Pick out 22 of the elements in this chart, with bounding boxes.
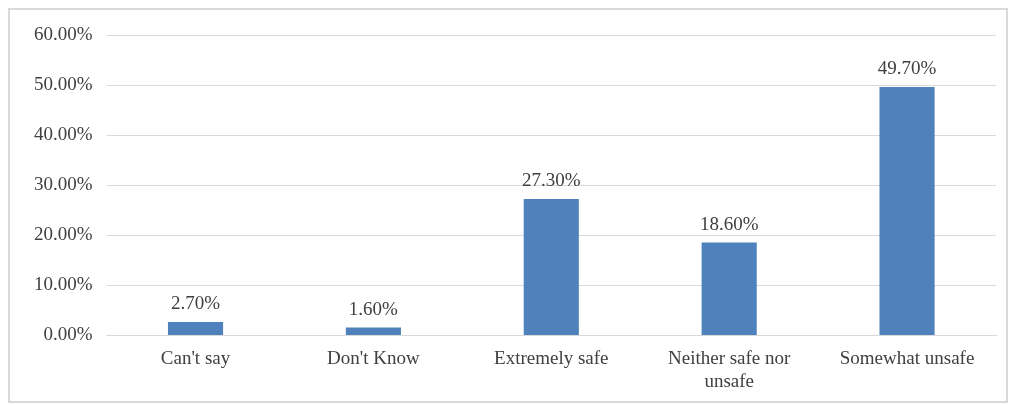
x-tick-label: Don't Know [327,346,420,368]
y-tick-label: 0.00% [43,323,93,345]
bar [167,321,224,335]
data-label: 27.30% [522,169,581,191]
y-tick-label: 40.00% [34,123,93,145]
data-label: 2.70% [170,292,221,314]
data-label: 1.60% [348,297,399,319]
bar [701,242,757,335]
data-label: 18.60% [699,212,759,234]
y-tick-label: 30.00% [34,173,93,195]
x-tick-label: Neither safe nor unsafe [667,346,792,391]
y-tick-label: 10.00% [34,273,93,295]
x-tick-label: Somewhat unsafe [839,346,975,368]
y-tick-label: 60.00% [34,23,93,45]
bar [345,327,401,335]
x-tick-label: Extremely safe [494,346,609,368]
bar [523,198,579,335]
x-tick-label: Can't say [160,346,231,368]
data-label: 49.70% [877,57,937,79]
bar [879,86,935,335]
y-tick-label: 20.00% [34,223,93,245]
y-tick-label: 50.00% [34,73,93,95]
